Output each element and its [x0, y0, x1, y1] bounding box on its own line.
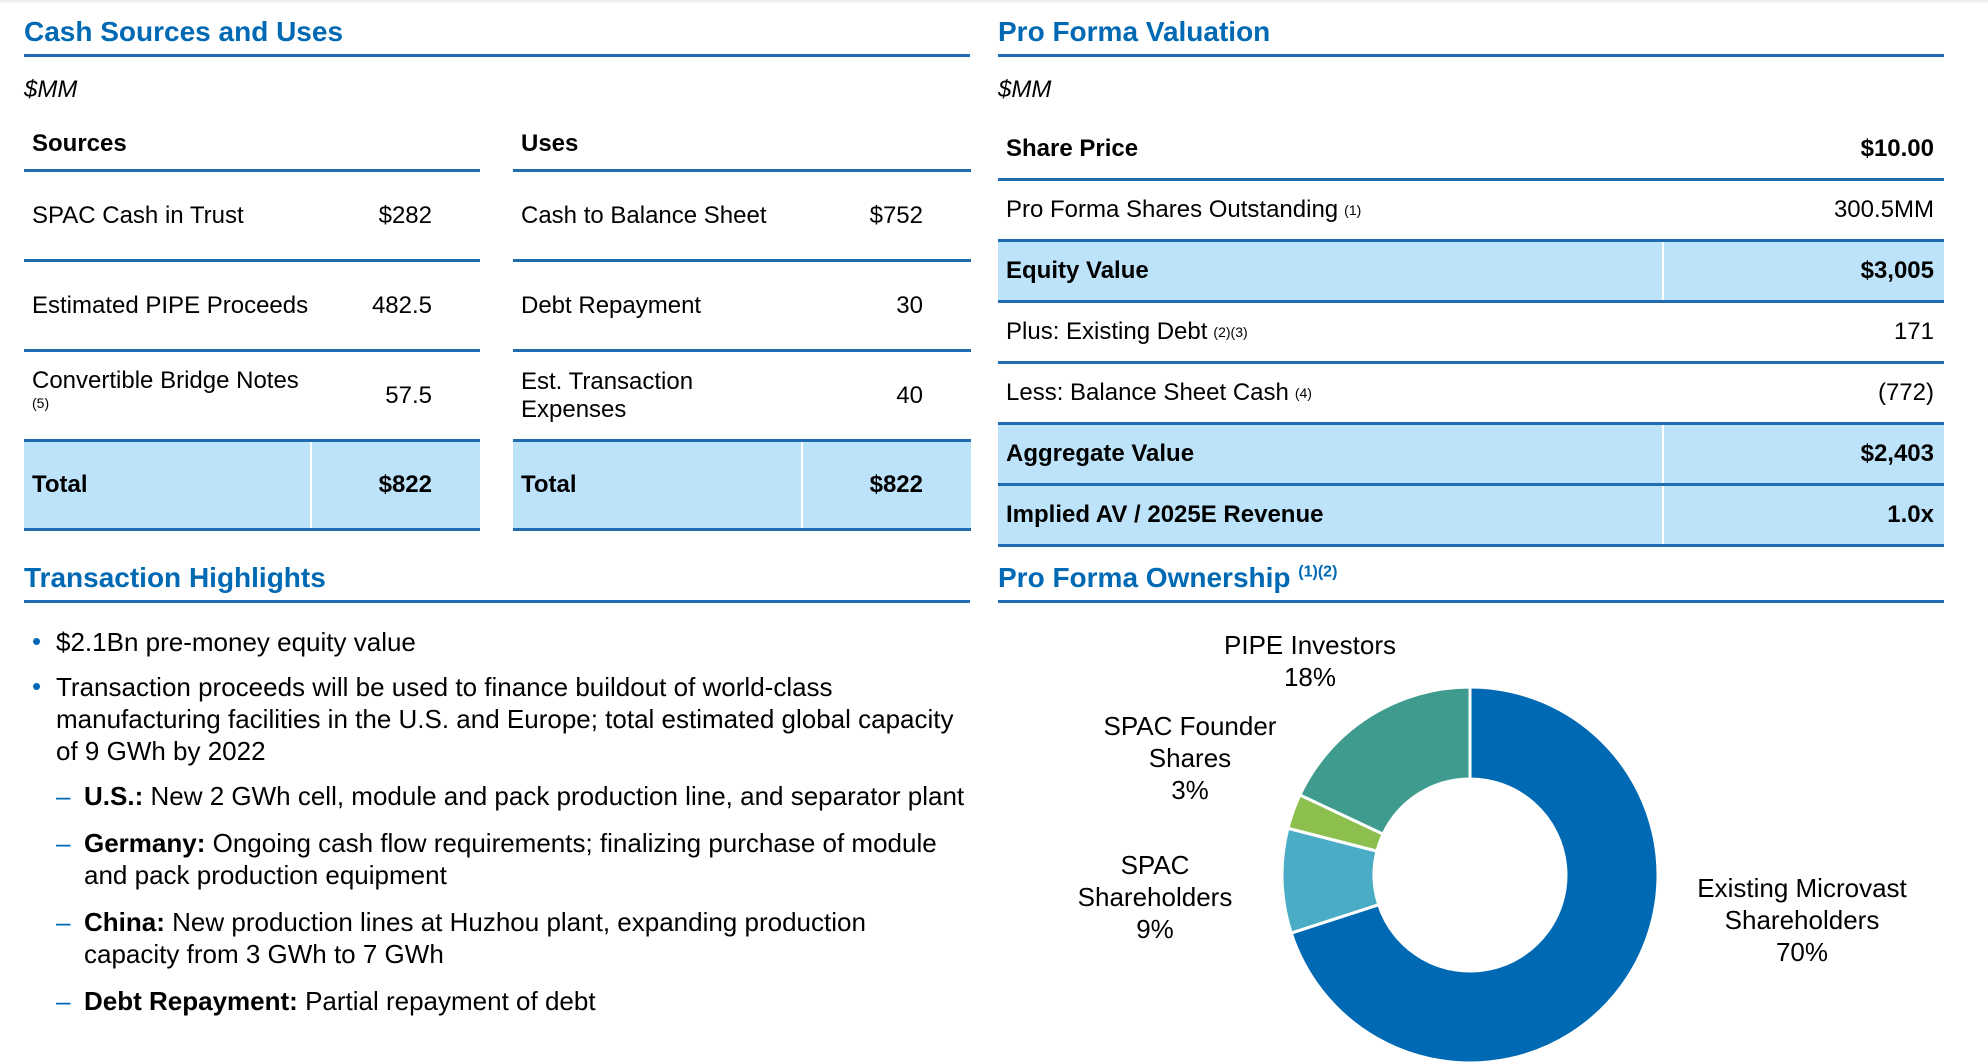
row-label: Convertible Bridge Notes [32, 367, 299, 394]
uses-table: Uses Cash to Balance Sheet $752 Debt Rep… [513, 119, 971, 531]
slice-label-spac-founder: SPAC Founder Shares 3% [1103, 711, 1277, 805]
list-subitem: – Germany: Ongoing cash flow requirements… [56, 828, 937, 890]
valuation-row-balance-sheet-cash: Less: Balance Sheet Cash (4) (772) [998, 364, 1944, 425]
list-item: • $2.1Bn pre-money equity value [32, 626, 416, 657]
slice-label-spac-shareholders: SPAC Shareholders 9% [1077, 850, 1233, 944]
slice-label-pipe: PIPE Investors 18% [1224, 630, 1396, 692]
slice-spac-founder-shares [1286, 792, 1386, 853]
bullet-icon: • [32, 671, 42, 701]
footnote-marker: (1)(2) [1298, 563, 1338, 581]
uses-header: Uses [513, 119, 971, 172]
slice-existing-shareholders [1289, 685, 1660, 1064]
sources-row: Estimated PIPE Proceeds 482.5 [24, 262, 480, 352]
row-label: Estimated PIPE Proceeds [32, 291, 309, 319]
row-label: Est. Transaction Expenses [521, 367, 694, 423]
valuation-section-title: Pro Forma Valuation [998, 16, 1271, 47]
uses-row: Est. Transaction Expenses 40 [513, 352, 971, 442]
row-value: 40 [896, 381, 923, 409]
row-label: Implied AV / 2025E Revenue [998, 486, 1664, 544]
valuation-row-existing-debt: Plus: Existing Debt (2)(3) 171 [998, 303, 1944, 364]
bullet-icon: • [32, 626, 42, 656]
total-value: $822 [869, 471, 923, 498]
valuation-row-share-price: Share Price $10.00 [998, 120, 1944, 181]
row-label: Less: Balance Sheet Cash [1006, 379, 1289, 406]
ownership-title-rule [998, 600, 1944, 603]
row-value: 482.5 [371, 291, 432, 319]
cash-section-title: Cash Sources and Uses [24, 16, 344, 47]
row-label: Plus: Existing Debt [1006, 318, 1208, 345]
dash-icon: – [56, 986, 71, 1016]
valuation-row-equity-value: Equity Value $3,005 [998, 242, 1944, 303]
uses-row: Debt Repayment 30 [513, 262, 971, 352]
row-value: $282 [378, 201, 432, 229]
sources-header: Sources [24, 119, 480, 172]
total-label: Total [513, 442, 803, 528]
footnote-marker: (1) [1344, 202, 1362, 218]
valuation-row-implied-multiple: Implied AV / 2025E Revenue 1.0x [998, 486, 1944, 547]
row-value: $3,005 [1860, 257, 1934, 284]
sources-row: SPAC Cash in Trust $282 [24, 172, 480, 262]
list-item: • Transaction proceeds will be used to fi… [32, 671, 954, 766]
dash-icon: – [56, 907, 71, 937]
row-label: Debt Repayment [521, 291, 702, 319]
uses-row: Cash to Balance Sheet $752 [513, 172, 971, 262]
sources-table: Sources SPAC Cash in Trust $282 Estimate… [24, 119, 480, 531]
valuation-row-aggregate-value: Aggregate Value $2,403 [998, 425, 1944, 486]
row-label: SPAC Cash in Trust [32, 201, 244, 229]
row-label: Aggregate Value [998, 425, 1664, 483]
row-value: 57.5 [385, 381, 432, 409]
ownership-section-title: Pro Forma Ownership (1)(2) [998, 562, 1338, 593]
row-value: 30 [896, 291, 923, 319]
row-label: Pro Forma Shares Outstanding [1006, 196, 1339, 223]
dash-icon: – [56, 828, 71, 858]
dash-icon: – [56, 781, 71, 811]
list-subitem: – China: New production lines at Huzhou p… [56, 907, 866, 969]
valuation-row-shares: Pro Forma Shares Outstanding (1) 300.5MM [998, 181, 1944, 242]
row-value: $2,403 [1860, 440, 1934, 467]
highlights-title-rule [24, 600, 970, 603]
total-label: Total [24, 442, 312, 528]
highlights-section-title: Transaction Highlights [24, 562, 326, 593]
valuation-table: Share Price $10.00 Pro Forma Shares Outs… [998, 120, 1944, 547]
footnote-marker: (5) [32, 395, 50, 411]
highlights-list: • $2.1Bn pre-money equity value • Transact… [28, 626, 968, 1032]
sources-row: Convertible Bridge Notes (5) 57.5 [24, 352, 480, 442]
cash-title-rule [24, 54, 970, 57]
footnote-marker: (4) [1294, 385, 1312, 401]
row-label: Share Price [1006, 135, 1139, 162]
row-value: 300.5MM [1833, 196, 1934, 223]
row-value: 1.0x [1887, 501, 1934, 528]
slice-pipe-investors [1297, 685, 1472, 837]
slice-spac-shareholders [1280, 826, 1381, 935]
footnote-marker: (2)(3) [1213, 324, 1248, 340]
row-value: (772) [1877, 379, 1934, 406]
sources-total-row: Total $822 [24, 439, 480, 531]
list-subitem: – Debt Repayment: Partial repayment of de… [56, 986, 596, 1016]
valuation-unit: $MM [998, 76, 1052, 103]
list-subitem: – U.S.: New 2 GWh cell, module and pack p… [56, 781, 965, 811]
row-value: $752 [869, 201, 923, 229]
cash-unit: $MM [24, 76, 78, 103]
row-label: Equity Value [998, 242, 1664, 300]
valuation-title-rule [998, 54, 1944, 57]
total-value: $822 [378, 471, 432, 498]
top-shadow [0, 0, 1988, 4]
slice-label-existing: Existing Microvast Shareholders 70% [1697, 873, 1907, 967]
row-value: $10.00 [1860, 135, 1934, 162]
row-value: 171 [1893, 318, 1934, 345]
row-label: Cash to Balance Sheet [521, 201, 767, 229]
uses-total-row: Total $822 [513, 439, 971, 531]
